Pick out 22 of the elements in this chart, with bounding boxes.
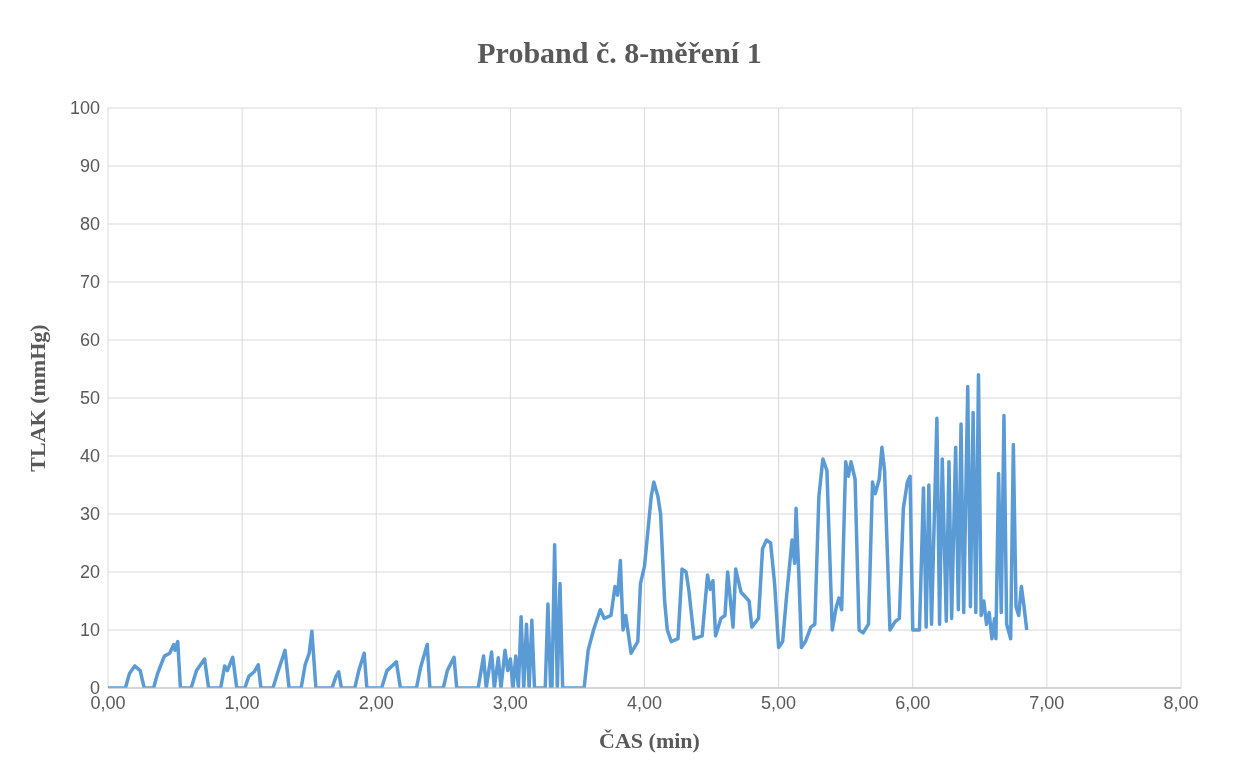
- y-tick-label: 40: [79, 446, 100, 467]
- y-tick-label: 10: [79, 620, 100, 641]
- x-axis-title: ČAS (min): [598, 728, 701, 754]
- y-tick-label: 30: [79, 504, 100, 525]
- y-axis-title: TLAK (mmHg): [25, 324, 51, 472]
- y-tick-label: 100: [69, 98, 100, 119]
- y-tick-label: 90: [79, 156, 100, 177]
- y-tick-label: 80: [79, 214, 100, 235]
- x-tick-label: 5,00: [761, 692, 797, 713]
- x-tick-label: 8,00: [1163, 692, 1199, 713]
- x-tick-label: 1,00: [224, 692, 260, 713]
- x-tick-label: 7,00: [1029, 692, 1065, 713]
- y-tick-label: 20: [79, 562, 100, 583]
- x-tick-label: 6,00: [895, 692, 931, 713]
- y-tick-label: 50: [79, 388, 100, 409]
- y-tick-label: 70: [79, 272, 100, 293]
- x-tick-label: 4,00: [626, 692, 663, 713]
- x-tick-label: 2,00: [358, 692, 394, 713]
- y-tick-label: 60: [79, 330, 100, 351]
- x-tick-label: 3,00: [492, 692, 528, 713]
- chart-title: Proband č. 8-měření 1: [476, 36, 763, 70]
- line-series: [108, 373, 1029, 688]
